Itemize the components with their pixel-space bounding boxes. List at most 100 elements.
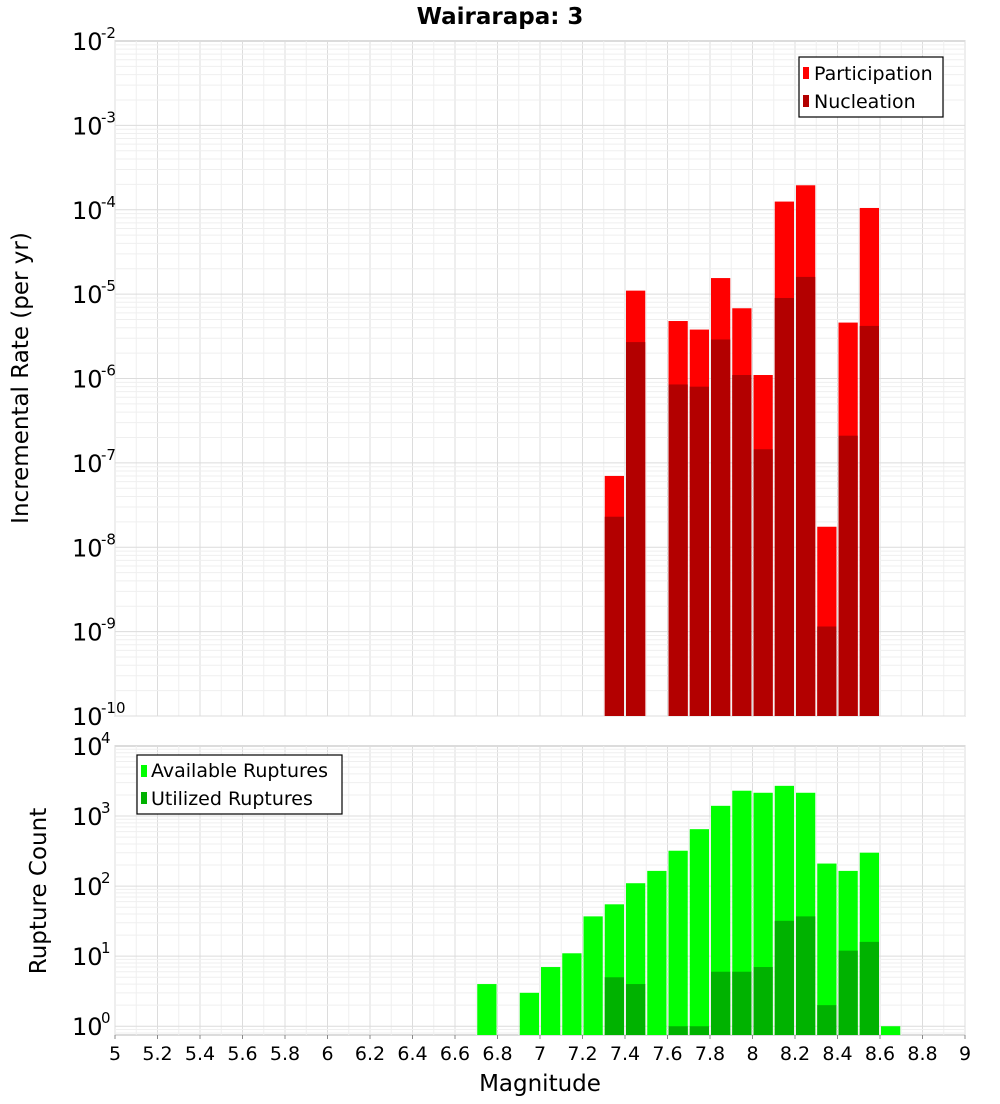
- rate-panel: 10-210-310-410-510-610-710-810-910-10 In…: [8, 24, 966, 731]
- count-bar-available-ruptures: [519, 992, 539, 1035]
- rate-y-tick-exponent: -7: [101, 446, 116, 464]
- count-y-tick-label: 10: [72, 733, 103, 761]
- rate-bar-nucleation: [859, 325, 879, 716]
- count-y-tick-exponent: 1: [101, 939, 111, 957]
- rate-y-tick-exponent: -5: [101, 277, 116, 295]
- rate-y-tick-exponent: -10: [101, 699, 126, 717]
- legend-label-utilized: Utilized Ruptures: [151, 788, 313, 810]
- rate-y-tick-exponent: -3: [101, 108, 116, 126]
- rate-y-tick-label: 10: [72, 28, 103, 56]
- count-bar-utilized-ruptures: [753, 967, 773, 1035]
- legend-label-nucleation: Nucleation: [814, 91, 916, 113]
- rate-bar-nucleation: [604, 516, 624, 716]
- rate-y-tick-label: 10: [72, 366, 103, 394]
- rate-bar-nucleation: [732, 375, 752, 716]
- count-bar-available-ruptures: [562, 953, 582, 1035]
- count-bar-available-ruptures: [817, 863, 837, 1035]
- rate-y-tick-label: 10: [72, 619, 103, 647]
- x-tick-label: 8: [746, 1043, 758, 1065]
- count-y-tick-label: 10: [72, 1013, 103, 1041]
- count-bar-utilized-ruptures: [796, 916, 816, 1035]
- count-y-tick-exponent: 4: [101, 729, 111, 747]
- rate-y-ticks: 10-210-310-410-510-610-710-810-910-10: [72, 24, 126, 731]
- x-tick-label: 7.2: [567, 1043, 597, 1065]
- x-tick-label: 6.2: [355, 1043, 385, 1065]
- x-tick-label: 6.6: [440, 1043, 470, 1065]
- legend-label-available: Available Ruptures: [151, 760, 328, 782]
- rate-bar-nucleation: [668, 384, 688, 716]
- x-tick-label: 9: [959, 1043, 971, 1065]
- rate-y-tick-exponent: -4: [101, 193, 116, 211]
- count-bar-utilized-ruptures: [626, 984, 646, 1035]
- count-x-ticks: 5 5.2 5.4 5.6 5.8 6 6.2 6.4 6.6 6.8 7 7.2 7.4 7.6 7.8 8…: [109, 1035, 971, 1065]
- rate-y-tick-label: 10: [72, 112, 103, 140]
- count-y-axis-label: Rupture Count: [26, 808, 52, 974]
- x-tick-label: 5.8: [270, 1043, 300, 1065]
- x-tick-label: 8.4: [822, 1043, 852, 1065]
- rate-y-tick-exponent: -9: [101, 615, 116, 633]
- x-tick-label: 7.6: [652, 1043, 682, 1065]
- count-legend-box: [136, 754, 343, 815]
- rate-bar-nucleation: [774, 297, 794, 716]
- x-tick-label: 8.6: [865, 1043, 895, 1065]
- rate-bar-nucleation: [838, 435, 858, 716]
- rate-y-axis-label: Incremental Rate (per yr): [8, 232, 34, 524]
- x-tick-label: 5.2: [142, 1043, 172, 1065]
- rate-y-tick-label: 10: [72, 534, 103, 562]
- count-bar-available-ruptures: [647, 870, 667, 1035]
- legend-swatch-nucleation: [803, 95, 809, 107]
- count-bar-utilized-ruptures: [689, 1026, 709, 1035]
- x-tick-label: 5.6: [227, 1043, 257, 1065]
- count-y-tick-label: 10: [72, 873, 103, 901]
- rate-y-tick-label: 10: [72, 197, 103, 225]
- count-bar-utilized-ruptures: [668, 1026, 688, 1035]
- x-axis-label: Magnitude: [479, 1071, 601, 1097]
- rate-bars: [604, 185, 879, 717]
- rate-bar-nucleation: [753, 449, 773, 716]
- rate-legend-box: [798, 56, 944, 118]
- rate-bar-nucleation: [689, 386, 709, 716]
- count-bar-utilized-ruptures: [604, 977, 624, 1035]
- count-y-tick-label: 10: [72, 943, 103, 971]
- count-bar-utilized-ruptures: [732, 971, 752, 1035]
- x-tick-label: 7: [534, 1043, 546, 1065]
- rate-y-tick-exponent: -2: [101, 24, 116, 42]
- rate-bar-nucleation: [626, 342, 646, 716]
- legend-swatch-available: [141, 765, 147, 777]
- x-tick-label: 6.8: [482, 1043, 512, 1065]
- count-bar-utilized-ruptures: [817, 1005, 837, 1035]
- count-y-tick-exponent: 0: [101, 1009, 111, 1027]
- rate-y-tick-exponent: -6: [101, 362, 116, 380]
- count-bar-utilized-ruptures: [774, 920, 794, 1035]
- x-tick-label: 8.2: [780, 1043, 810, 1065]
- count-bars: [477, 785, 901, 1035]
- count-bar-available-ruptures: [689, 829, 709, 1035]
- count-bar-utilized-ruptures: [838, 950, 858, 1035]
- legend-swatch-utilized: [141, 792, 147, 804]
- rate-legend: Participation Nucleation: [798, 56, 944, 118]
- rate-bar-nucleation: [711, 339, 731, 716]
- x-tick-label: 5: [109, 1043, 121, 1065]
- count-bar-available-ruptures: [477, 984, 497, 1035]
- x-tick-label: 5.4: [185, 1043, 215, 1065]
- x-tick-label: 6: [321, 1043, 333, 1065]
- x-tick-label: 8.8: [907, 1043, 937, 1065]
- count-bar-available-ruptures: [881, 1026, 901, 1035]
- count-y-tick-label: 10: [72, 803, 103, 831]
- rate-y-tick-label: 10: [72, 281, 103, 309]
- count-bar-available-ruptures: [583, 916, 603, 1035]
- count-bar-utilized-ruptures: [859, 941, 879, 1035]
- count-bar-utilized-ruptures: [711, 971, 731, 1035]
- rate-bar-nucleation: [796, 276, 816, 716]
- rate-y-tick-label: 10: [72, 703, 103, 731]
- count-grid: [114, 746, 966, 1035]
- rate-grid: [114, 41, 966, 717]
- count-bar-available-ruptures: [541, 967, 561, 1035]
- x-tick-label: 6.4: [397, 1043, 427, 1065]
- x-tick-label: 7.4: [610, 1043, 640, 1065]
- count-y-tick-exponent: 2: [101, 869, 111, 887]
